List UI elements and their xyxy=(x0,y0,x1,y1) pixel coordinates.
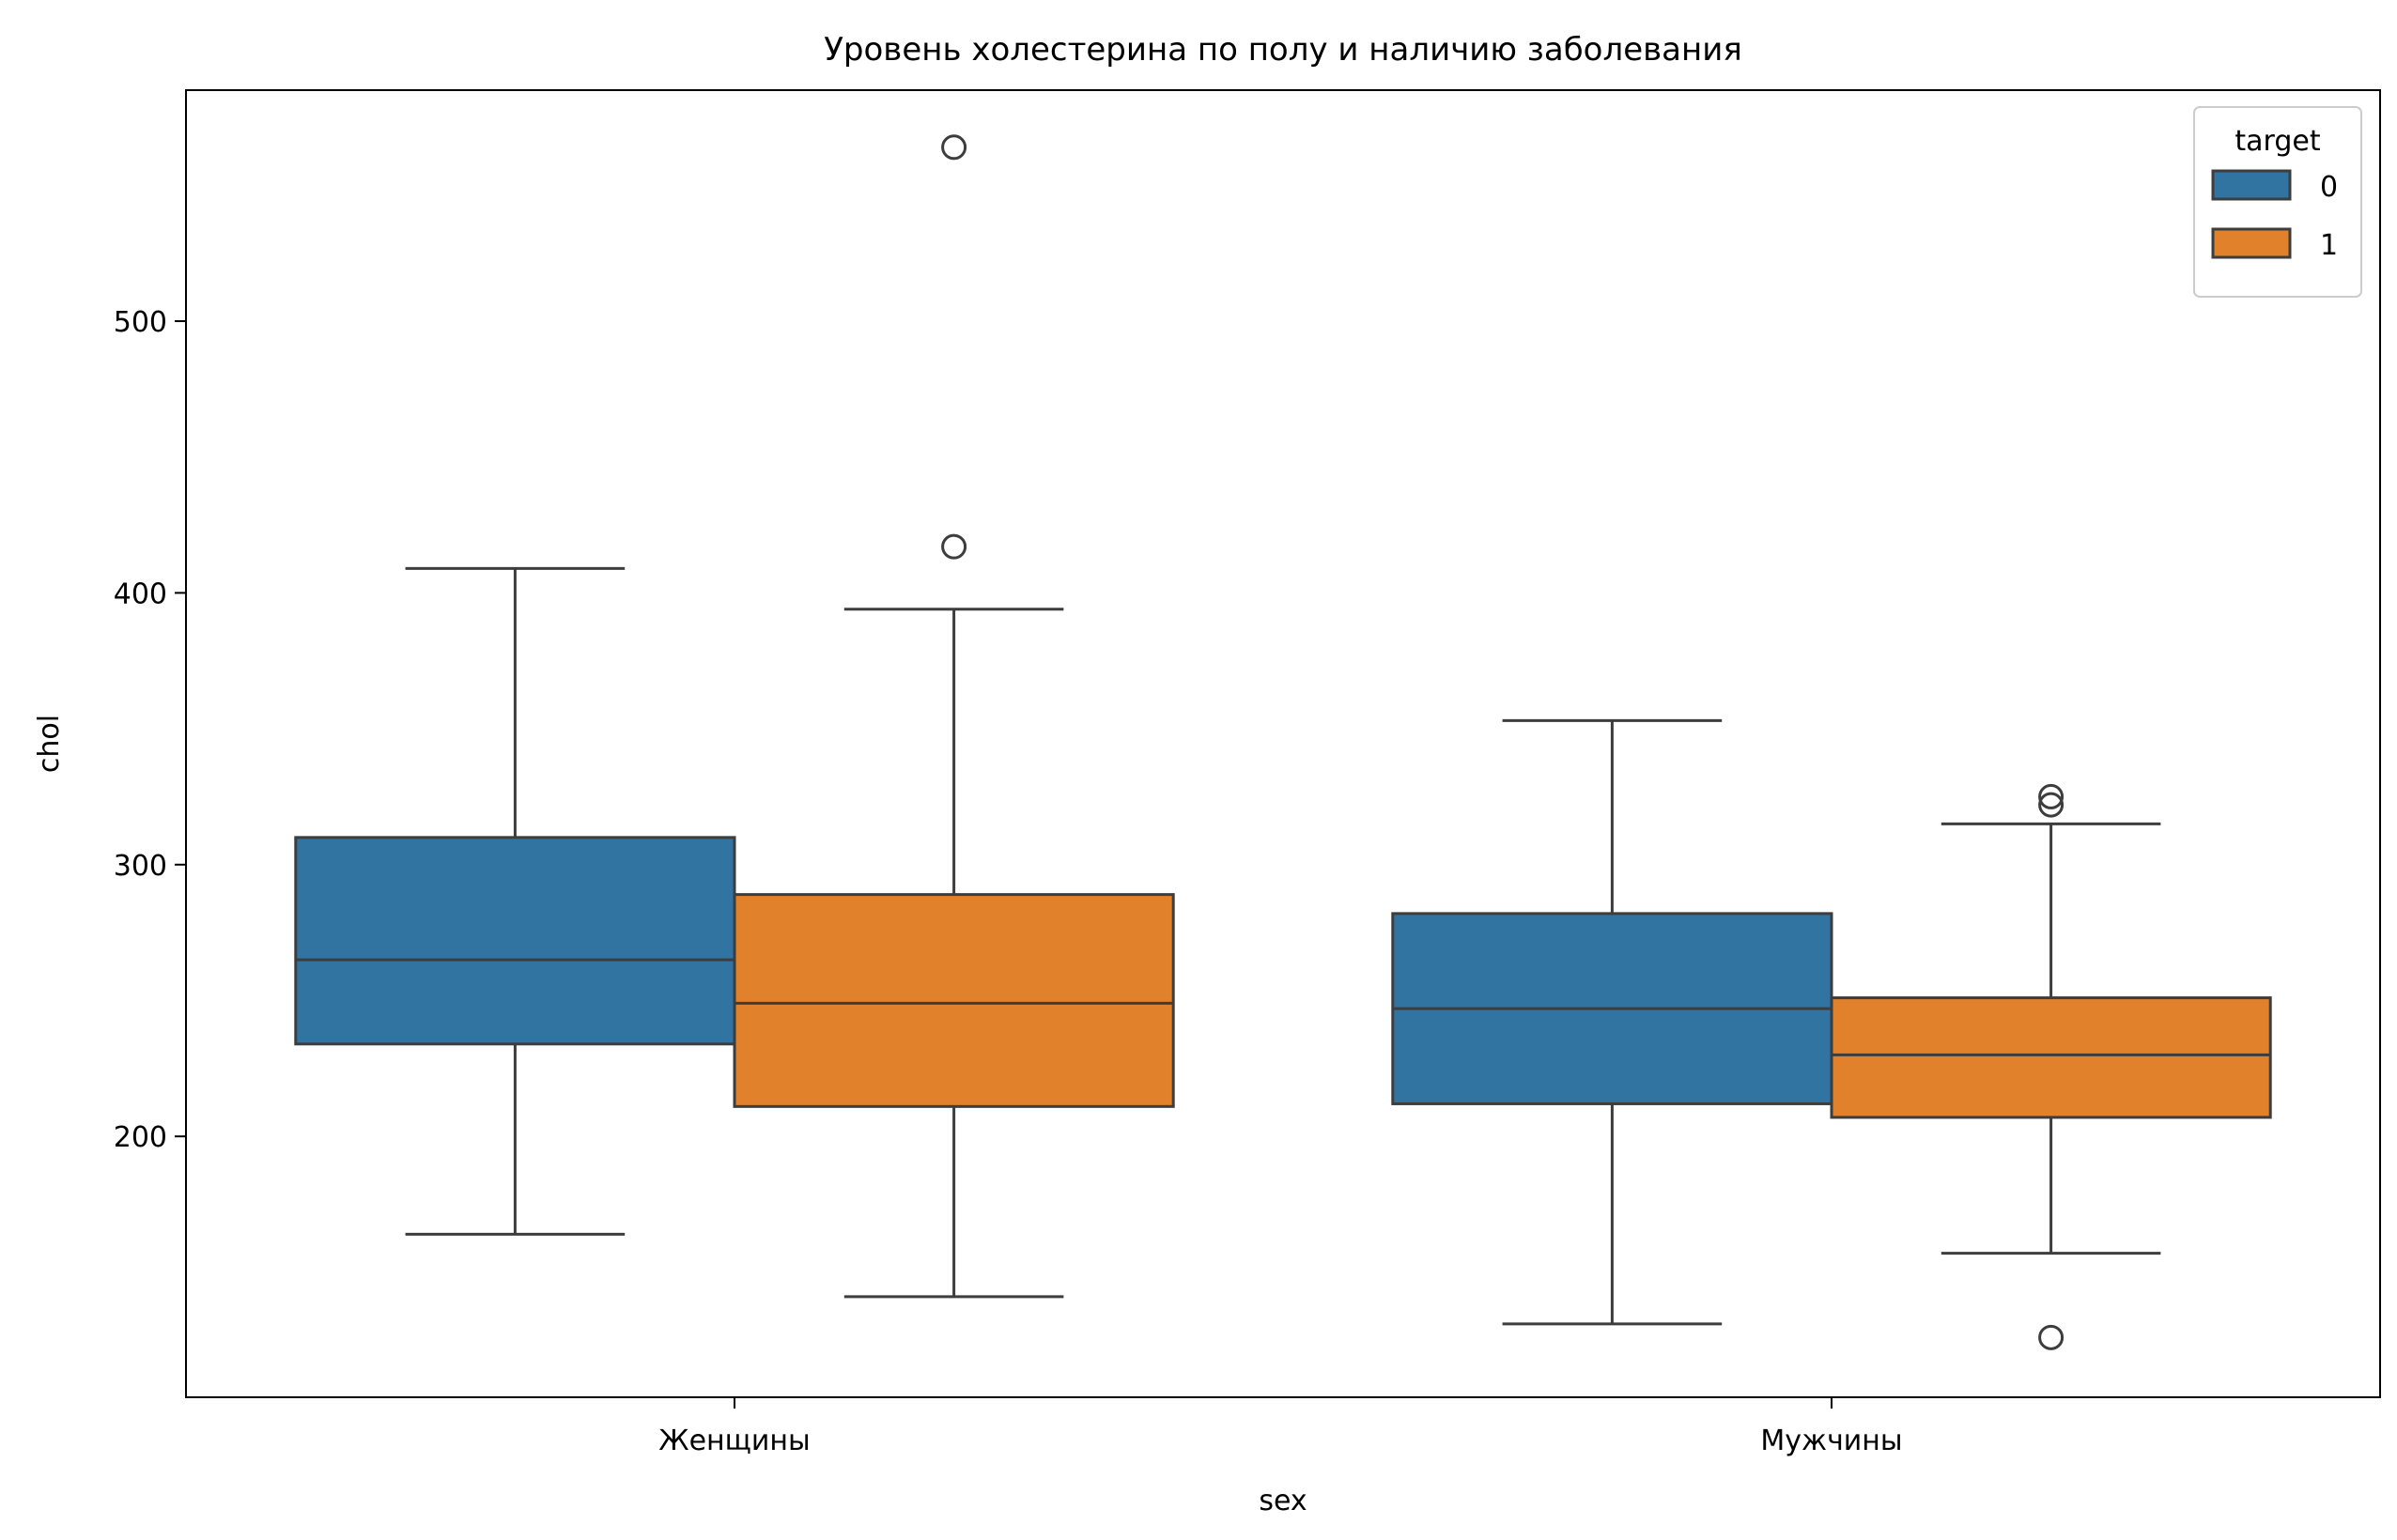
box xyxy=(294,836,736,1046)
x-axis-label: sex xyxy=(1259,1485,1307,1517)
legend-label: 0 xyxy=(2320,171,2338,204)
y-tick-label: 200 xyxy=(114,1121,167,1154)
outlier-point xyxy=(941,533,967,560)
box-group xyxy=(1830,783,2272,1350)
y-tick-label: 500 xyxy=(114,306,167,339)
x-tick-label: Женщины xyxy=(658,1424,810,1457)
y-tick-label: 300 xyxy=(114,850,167,883)
legend-label: 1 xyxy=(2320,229,2338,262)
box xyxy=(1830,996,2272,1119)
outlier-point xyxy=(2038,783,2065,809)
box-group xyxy=(1391,718,1833,1326)
y-axis-label: chol xyxy=(33,715,66,773)
plot-area xyxy=(185,89,2381,1398)
outlier-point xyxy=(941,134,967,161)
chart-title: Уровень холестерина по полу и наличию за… xyxy=(824,31,1742,69)
legend-swatch xyxy=(2211,227,2292,259)
outlier-point xyxy=(2038,1324,2065,1350)
box-group xyxy=(733,134,1175,1299)
legend-title: target xyxy=(2235,125,2320,158)
y-tick-label: 400 xyxy=(114,578,167,610)
legend-swatch xyxy=(2211,169,2292,201)
x-tick-label: Мужчины xyxy=(1760,1424,1902,1457)
outlier-point xyxy=(2038,792,2065,818)
box-group xyxy=(294,566,736,1236)
box xyxy=(733,893,1175,1108)
